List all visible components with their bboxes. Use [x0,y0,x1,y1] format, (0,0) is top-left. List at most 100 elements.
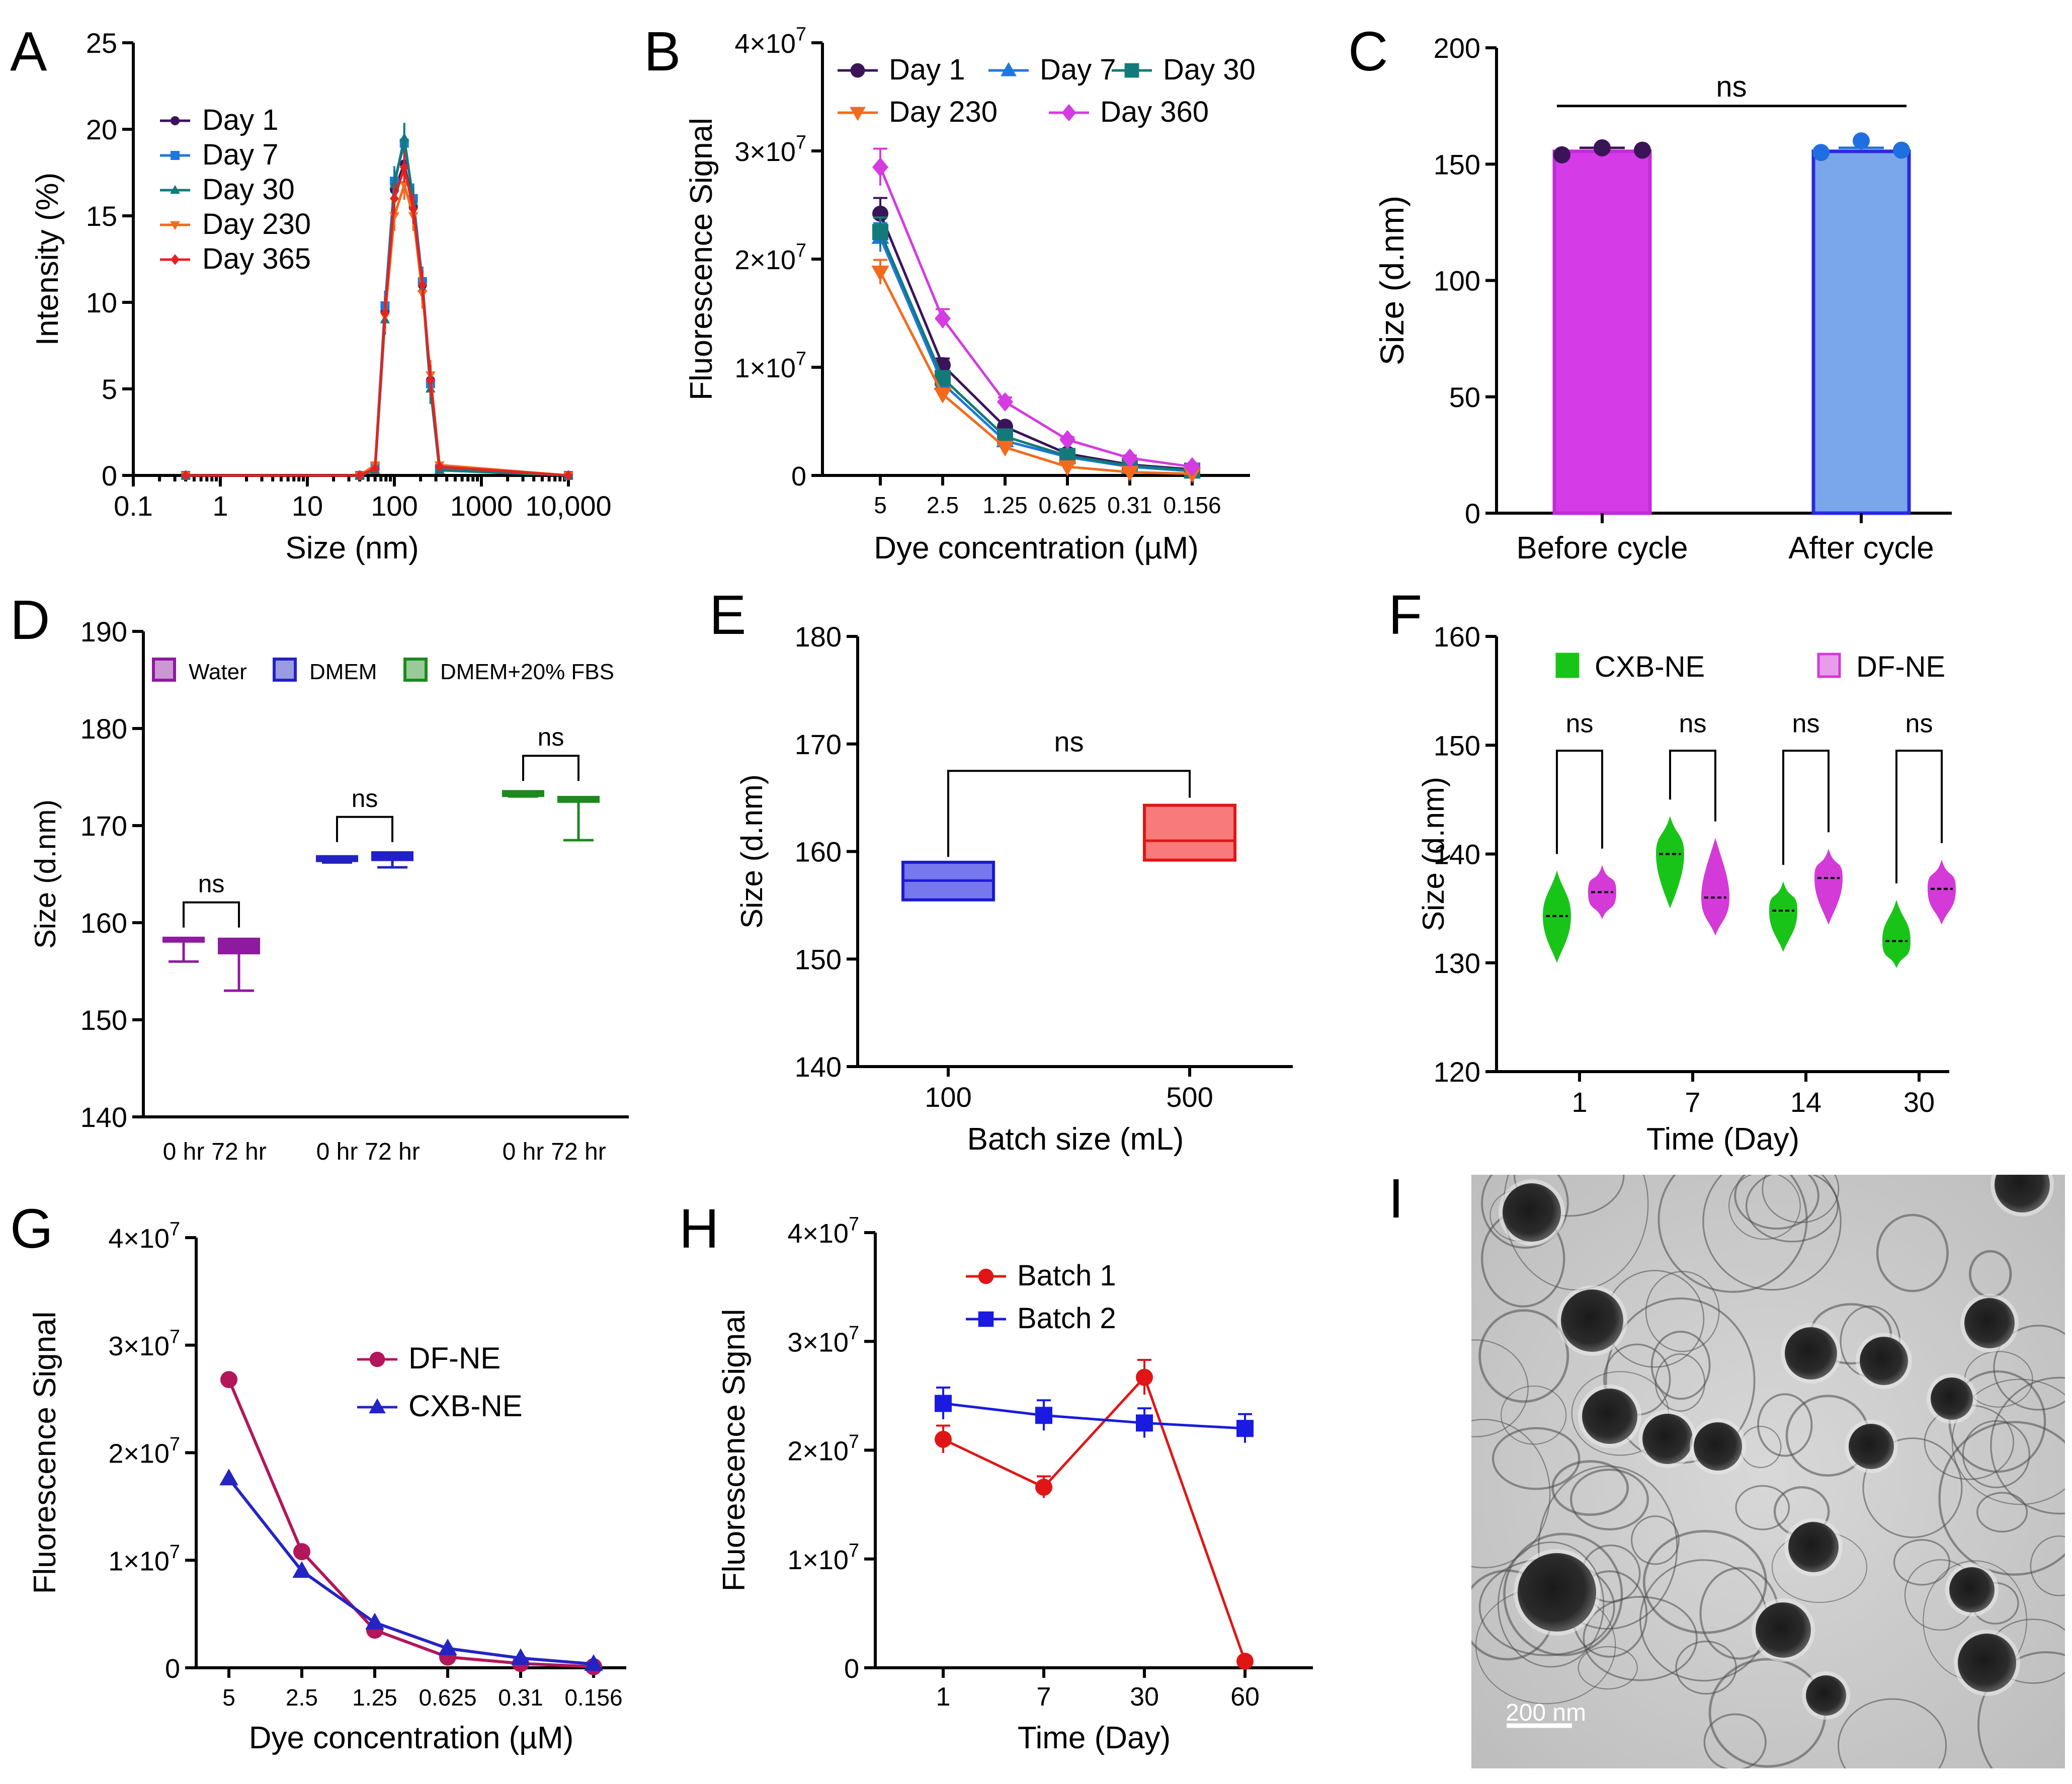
significance-bracket [336,816,393,842]
nanoparticle [1785,1327,1837,1380]
y-tick-label: 20 [86,114,117,145]
legend-label: DF-NE [408,1341,501,1375]
y-tick-label: 3×107 [108,1326,180,1361]
y-tick-label: 0 [791,461,806,492]
data-point [365,1612,384,1630]
data-point [1236,1420,1254,1437]
data-point [1058,460,1076,476]
panel-label-i: I [1388,1168,1404,1230]
legend-marker [850,63,865,78]
x-tick-label: 0.156 [564,1684,622,1711]
data-point [370,463,380,474]
y-tick-label: 0 [1465,498,1480,529]
membrane-outline [1569,1469,1649,1530]
x-tick-label: 2.5 [927,492,959,518]
membrane-outline [1650,1331,1711,1400]
y-tick-label: 200 [1434,32,1480,64]
membrane-outline [1746,1175,1839,1243]
series-line [879,237,1193,472]
legend-label: Water [189,660,247,684]
x-tick-label: 5 [874,492,887,518]
tem-particles [1499,1175,2054,1720]
x-tick-label: 1000 [450,490,513,522]
significance-bracket [1669,750,1716,822]
x-axis-label: Time (Day) [1646,1122,1799,1157]
legend-marker [171,151,180,160]
box [218,937,260,954]
significance-bracket [522,755,579,781]
data-point [584,1654,603,1671]
nanoparticle [1518,1553,1596,1632]
data-point [438,1638,457,1656]
data-point [1236,1653,1254,1670]
membrane-outline [1702,1175,1842,1291]
membrane-outline [1675,1641,1737,1695]
y-tick-label: 1×107 [787,1540,859,1575]
box [557,795,600,803]
legend-marker [978,1311,994,1327]
nanoparticle [1860,1337,1908,1385]
nanoparticle [1694,1422,1742,1471]
panel-label-d: D [10,589,50,651]
membrane-outline [1735,1485,1790,1530]
nanoparticle [1582,1389,1637,1444]
box [162,936,205,943]
data-point [1893,141,1910,159]
legend-marker [369,1351,385,1367]
legend-label: Day 230 [889,96,998,128]
membrane-outline [1951,1378,2065,1505]
x-tick-label: 2.5 [286,1684,318,1711]
data-point [1059,430,1075,450]
data-point [355,470,365,481]
x-tick-label: 30 [1903,1086,1935,1118]
panel-label-f: F [1388,584,1422,646]
legend-marker [1124,63,1139,78]
membrane-outline [1993,1325,2065,1411]
significance-label: ns [352,784,378,813]
significance-bracket [1895,750,1943,883]
x-tick-label: 1 [212,490,228,522]
x-tick-label: 7 [1685,1086,1700,1118]
data-point [435,461,444,472]
violin [1701,838,1729,936]
data-point [399,161,409,173]
membrane-outline [1583,1596,1698,1681]
legend-marker [171,116,180,125]
series-line [879,167,1193,468]
box [316,855,358,862]
y-tick-label: 2×107 [108,1434,180,1469]
x-tick-label: 0.31 [498,1684,543,1711]
legend-label: DMEM [309,660,377,684]
membrane-outline [1938,1421,2065,1576]
x-tick-label: 5 [222,1684,235,1711]
panel-a-chart: 0.1 1 10 100 1000 10,000 0 5 10 15 20 25 Intensity (… [30,27,612,565]
y-tick-label: 120 [1434,1056,1480,1088]
x-tick-label: 72 hr [551,1139,606,1165]
significance-label: ns [1679,709,1707,738]
bar [1552,149,1652,515]
legend-label: Batch 1 [1017,1259,1116,1292]
data-point [997,392,1013,412]
x-tick-label: 1.25 [982,492,1028,518]
membrane-outline [1876,1213,1949,1292]
data-point [418,279,427,291]
data-point [390,193,399,204]
x-tick-label: 0.156 [1163,492,1221,518]
y-tick-label: 15 [86,200,117,232]
x-tick-label: 72 hr [211,1139,266,1165]
x-tick-label: 10,000 [525,490,611,522]
legend-label: Day 30 [202,173,295,206]
y-tick-label: 1×107 [108,1542,180,1576]
nanoparticle [1964,1298,2015,1348]
data-point [1812,144,1830,161]
membrane-outline [1498,1542,1605,1668]
data-point [292,1561,311,1578]
membrane-outline [1703,1713,1767,1768]
nanoparticle [1788,1522,1839,1572]
y-tick-label: 4×107 [108,1219,180,1254]
x-tick-label: After cycle [1788,531,1934,565]
membrane-outline [1551,1460,1629,1516]
x-tick-label: Before cycle [1516,531,1688,565]
data-point [1853,132,1870,149]
legend-label: Day 1 [202,104,279,136]
